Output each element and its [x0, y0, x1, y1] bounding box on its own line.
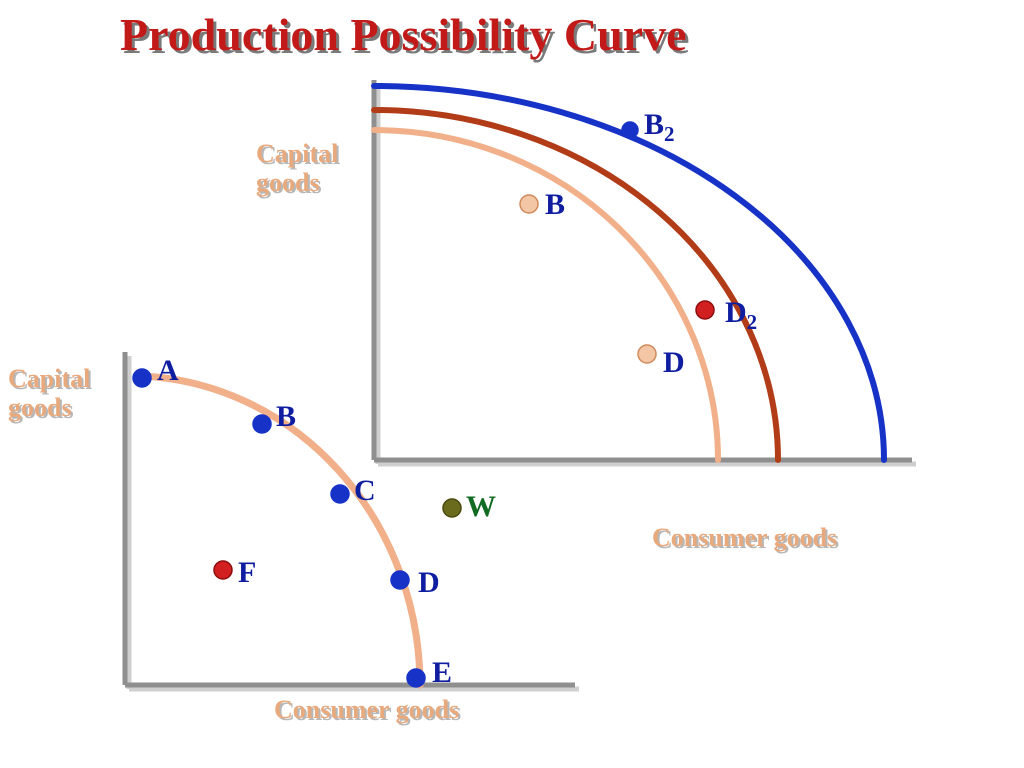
pt-C-dot	[331, 485, 349, 503]
pt-D-top-label: D	[663, 346, 685, 380]
pt-D-top-dot	[638, 345, 656, 363]
pt-B-top-label: B	[545, 188, 565, 222]
pt-E-dot	[407, 669, 425, 687]
pt-D2-label: D2	[725, 296, 757, 335]
pt-E-label: E	[432, 656, 452, 690]
pt-D-bot-dot	[391, 571, 409, 589]
pt-W-dot	[443, 499, 461, 517]
top-curve-outer	[374, 86, 884, 460]
pt-D2-dot	[696, 301, 714, 319]
pt-W-label: W	[466, 490, 496, 524]
pt-B2-label: B2	[644, 108, 675, 147]
pt-B-bot-dot	[253, 415, 271, 433]
ppc-diagram: { "title": "Production Possibility Curve…	[0, 0, 1024, 768]
svg-canvas	[0, 0, 1024, 768]
pt-B2-dot	[622, 122, 638, 138]
pt-C-label: C	[354, 474, 376, 508]
pt-F-dot	[214, 561, 232, 579]
pt-A-label: A	[157, 354, 179, 388]
top-curve-middle	[374, 110, 778, 460]
pt-B-top-dot	[520, 195, 538, 213]
pt-D-bot-label: D	[418, 566, 440, 600]
pt-F-label: F	[238, 556, 256, 590]
top-curve-inner	[374, 130, 718, 460]
pt-A-dot	[133, 369, 151, 387]
pt-B-bot-label: B	[276, 400, 296, 434]
